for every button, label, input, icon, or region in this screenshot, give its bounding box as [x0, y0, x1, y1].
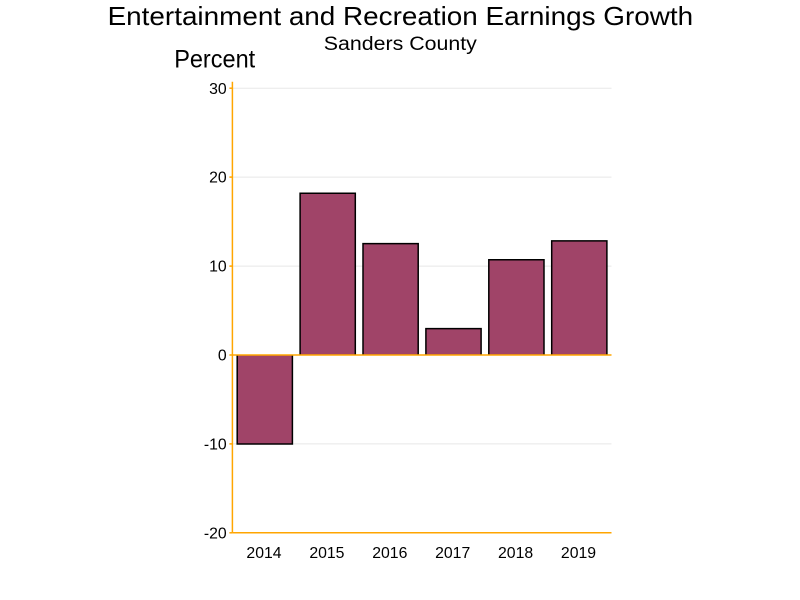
svg-text:-20: -20 [204, 525, 227, 542]
svg-text:-10: -10 [204, 437, 227, 454]
svg-text:0: 0 [218, 348, 227, 365]
svg-text:Percent: Percent [174, 47, 255, 74]
svg-text:2015: 2015 [309, 545, 344, 562]
svg-text:2018: 2018 [498, 545, 533, 562]
svg-text:2019: 2019 [561, 545, 596, 562]
svg-text:20: 20 [209, 170, 227, 187]
svg-text:Sanders County: Sanders County [324, 34, 478, 55]
svg-text:2017: 2017 [435, 545, 470, 562]
svg-text:10: 10 [209, 259, 227, 276]
svg-text:2016: 2016 [372, 545, 407, 562]
svg-text:Entertainment and Recreation E: Entertainment and Recreation Earnings Gr… [108, 3, 694, 31]
svg-text:2014: 2014 [246, 545, 281, 562]
svg-text:30: 30 [209, 81, 227, 98]
